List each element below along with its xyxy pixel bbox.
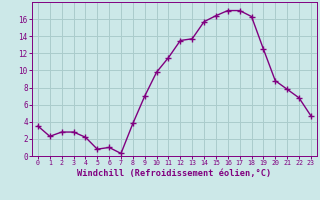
X-axis label: Windchill (Refroidissement éolien,°C): Windchill (Refroidissement éolien,°C) bbox=[77, 169, 272, 178]
